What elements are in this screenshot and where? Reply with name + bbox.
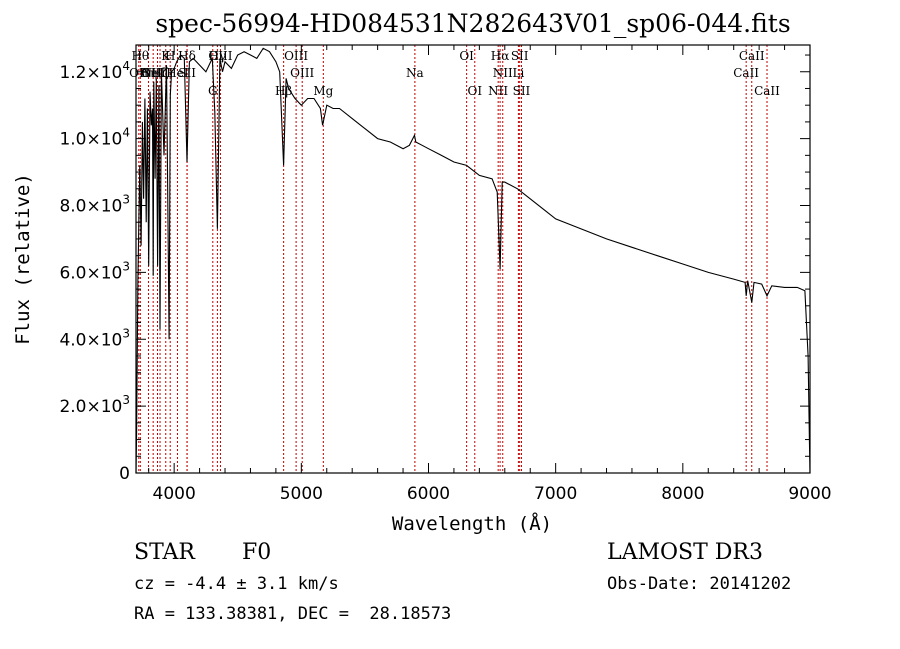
emission-line-markers [138, 45, 768, 473]
line-label-18: Na [406, 66, 424, 80]
y-tick-label: 1.0×104 [59, 126, 130, 150]
line-label-16: OIII [290, 66, 314, 80]
x-tick-label: 8000 [661, 484, 704, 504]
plot-frame [135, 44, 811, 474]
emission-line-labels: OIIHθHηOIIINeIIIHζKHHeIHδSIIGHγOIIIHβOII… [129, 49, 780, 98]
y-tick-label: 8.0×103 [59, 193, 130, 217]
line-label-12: Hγ [209, 49, 227, 63]
line-label-13: OIII [208, 49, 232, 63]
line-label-24: Li [512, 66, 524, 80]
y-tick-label: 1.2×104 [59, 59, 130, 83]
line-label-17: Mg [313, 84, 333, 98]
x-tick-label: 6000 [407, 484, 450, 504]
redshift-cz: cz = -4.4 ± 3.1 km/s [134, 574, 339, 594]
line-label-22: Hα [491, 49, 510, 63]
line-label-7: H [165, 49, 175, 63]
line-label-8: HeI [166, 66, 189, 80]
x-tick-label: 7000 [534, 484, 577, 504]
spectrum-series-line [135, 47, 811, 474]
line-label-19: OI [459, 49, 474, 63]
x-tick-label: 5000 [280, 484, 323, 504]
line-label-11: G [208, 84, 218, 98]
line-label-6: K [161, 49, 171, 63]
line-label-2: Hη [140, 66, 158, 80]
y-tick-label: 2.0×103 [59, 393, 130, 417]
axis-tick-labels: 4000 5000 6000 7000 8000 9000 0 2.0×103 4.0×103 6… [59, 59, 831, 504]
chart-title: spec-56994-HD084531N282643V01_sp06-044.f… [155, 9, 790, 38]
line-label-28: CaII [739, 49, 765, 63]
line-label-15: OIII [284, 49, 308, 63]
line-label-27: CaII [733, 66, 759, 80]
line-label-23: NII [493, 66, 513, 80]
y-tick-label: 4.0×103 [59, 326, 130, 350]
axis-ticks [136, 45, 811, 474]
line-label-26: SII [513, 84, 531, 98]
line-label-5: Hζ [152, 66, 169, 80]
survey-name: LAMOST DR3 [607, 540, 763, 565]
line-label-21: NII [488, 84, 508, 98]
object-class: STAR [134, 540, 195, 565]
x-tick-label: 9000 [788, 484, 831, 504]
spectral-subclass: F0 [242, 540, 272, 565]
line-label-25: SII [511, 49, 529, 63]
line-label-3: OIII [141, 66, 165, 80]
line-label-20: OI [467, 84, 482, 98]
y-axis-label: Flux (relative) [12, 173, 34, 345]
line-label-29: CaII [754, 84, 780, 98]
line-label-10: SII [178, 66, 196, 80]
x-tick-label: 4000 [153, 484, 196, 504]
y-tick-label: 6.0×103 [59, 259, 130, 283]
line-label-1: Hθ [131, 49, 149, 63]
x-axis-label: Wavelength (Å) [392, 512, 552, 535]
y-tick-label: 0 [119, 464, 130, 484]
line-label-0: OII [129, 66, 149, 80]
coordinates: RA = 133.38381, DEC = 28.18573 [134, 604, 452, 624]
observation-date: Obs-Date: 20141202 [607, 574, 792, 594]
